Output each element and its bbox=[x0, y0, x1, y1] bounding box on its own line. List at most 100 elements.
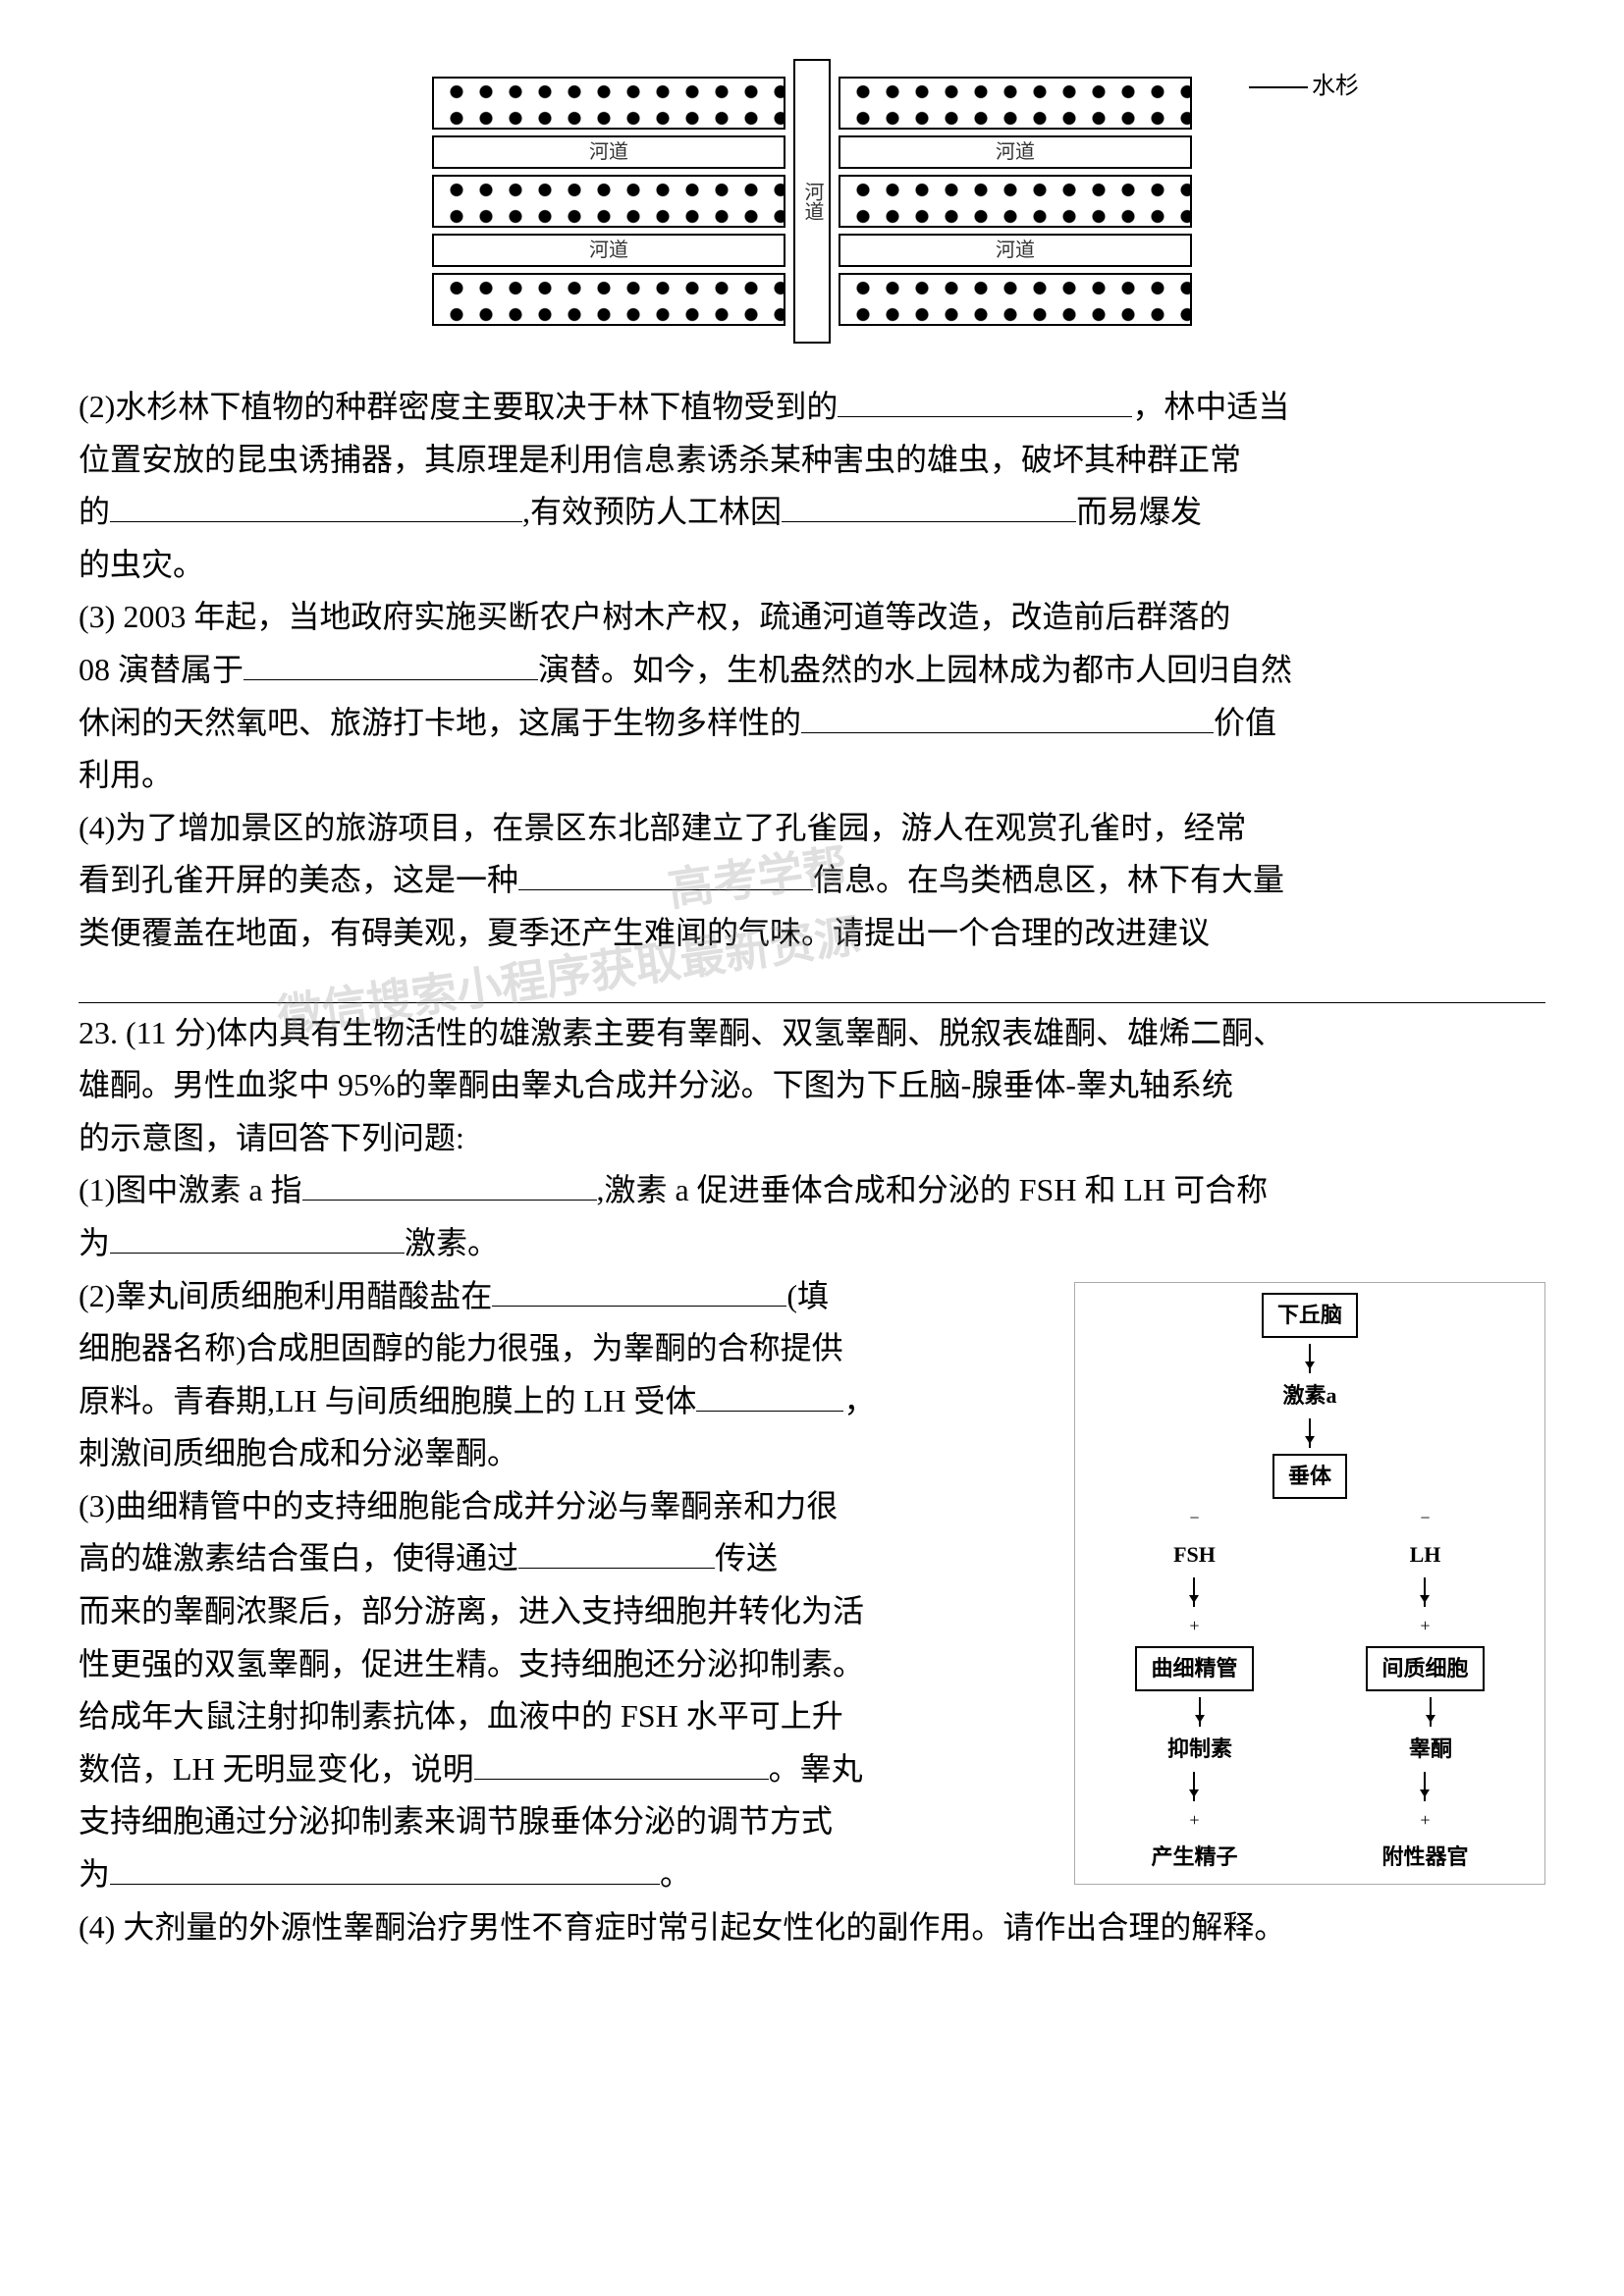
text: 。 bbox=[660, 1856, 691, 1892]
minus-sign: − bbox=[1420, 1505, 1430, 1532]
blank-line[interactable] bbox=[79, 964, 1545, 1003]
arrow-down bbox=[1424, 1577, 1426, 1607]
wrap-section: 下丘脑 激素a 垂体 − FSH + 曲细精管 − LH + bbox=[79, 1272, 1545, 1903]
q3-line3: 休闲的天然氧吧、旅游打卡地，这属于生物多样性的 价值 bbox=[79, 699, 1545, 748]
species-label: 水杉 bbox=[1249, 69, 1359, 105]
plus-sign: + bbox=[1420, 1613, 1430, 1640]
label-fsh: FSH bbox=[1173, 1538, 1216, 1572]
arrow-down bbox=[1199, 1697, 1201, 1727]
text: (2)水杉林下植物的种群密度主要取决于林下植物受到的 bbox=[79, 389, 838, 424]
text: 传送 bbox=[715, 1540, 778, 1575]
blank[interactable] bbox=[838, 388, 1132, 417]
q3-line2: 08 演替属于 演替。如今，生机盎然的水上园林成为都市人回归自然 bbox=[79, 646, 1545, 695]
text: 而易爆发 bbox=[1076, 494, 1202, 529]
text: (2)睾丸间质细胞利用醋酸盐在 bbox=[79, 1278, 492, 1313]
q23-intro2: 雄酮。男性血浆中 95%的睾酮由睾丸合成并分泌。下图为下丘脑-腺垂体-睾丸轴系统 bbox=[79, 1061, 1545, 1110]
q4-line2: 看到孔雀开屏的美态，这是一种 信息。在鸟类栖息区，林下有大量 bbox=[79, 856, 1545, 905]
question-text: (2)水杉林下植物的种群密度主要取决于林下植物受到的 ，林中适当 位置安放的昆虫诱… bbox=[79, 383, 1545, 1951]
hpg-axis-diagram: 下丘脑 激素a 垂体 − FSH + 曲细精管 − LH + bbox=[1074, 1282, 1545, 1885]
plus-sign: + bbox=[1189, 1807, 1199, 1835]
plus-sign: + bbox=[1420, 1807, 1430, 1835]
label-testosterone: 睾酮 bbox=[1409, 1733, 1452, 1766]
dots-row bbox=[432, 273, 785, 326]
q23-p4: (4) 大剂量的外源性睾酮治疗男性不育症时常引起女性化的副作用。请作出合理的解释… bbox=[79, 1903, 1545, 1952]
q2-line1: (2)水杉林下植物的种群密度主要取决于林下植物受到的 ，林中适当 bbox=[79, 383, 1545, 432]
mid-channel: 河道 bbox=[793, 59, 831, 344]
label-inhibin: 抑制素 bbox=[1167, 1733, 1232, 1766]
blank[interactable] bbox=[801, 704, 1214, 733]
q2-line4: 的虫灾。 bbox=[79, 541, 1545, 590]
blank[interactable] bbox=[492, 1277, 786, 1307]
blank[interactable] bbox=[696, 1382, 843, 1412]
q23-p1: (1)图中激素 a 指 ,激素 a 促进垂体合成和分泌的 FSH 和 LH 可合称 bbox=[79, 1166, 1545, 1215]
q3-line4: 利用。 bbox=[79, 751, 1545, 800]
channel-row: 河道 bbox=[839, 135, 1192, 169]
minus-sign: − bbox=[1189, 1505, 1199, 1532]
fd-bottom-row: 抑制素 睾酮 bbox=[1079, 1697, 1541, 1766]
text: 08 演替属于 bbox=[79, 652, 244, 687]
blank[interactable] bbox=[110, 1224, 405, 1254]
blank[interactable] bbox=[782, 493, 1076, 522]
q23-p1b: 为激素。 bbox=[79, 1219, 1545, 1268]
arrow-down bbox=[1309, 1344, 1311, 1373]
arrow-down bbox=[1309, 1418, 1311, 1448]
text: 信息。在鸟类栖息区，林下有大量 bbox=[813, 862, 1284, 897]
q3-line1: (3) 2003 年起，当地政府实施买断农户树木产权，疏通河道等改造，改造前后群… bbox=[79, 593, 1545, 642]
text: 休闲的天然氧吧、旅游打卡地，这属于生物多样性的 bbox=[79, 705, 801, 740]
box-hypothalamus: 下丘脑 bbox=[1262, 1293, 1358, 1338]
right-block: 河道 河道 bbox=[839, 77, 1192, 326]
text: 高的雄激素结合蛋白，使得通过 bbox=[79, 1540, 518, 1575]
fd-mid-row: − FSH + 曲细精管 − LH + 间质细胞 bbox=[1079, 1505, 1541, 1691]
text: 的 bbox=[79, 494, 110, 529]
text: (填 bbox=[786, 1278, 829, 1313]
col-accessory: + 附性器官 bbox=[1381, 1772, 1468, 1874]
text: 激素。 bbox=[405, 1225, 499, 1260]
channel-row: 河道 bbox=[839, 234, 1192, 267]
label-lh: LH bbox=[1410, 1538, 1441, 1572]
dots-row bbox=[839, 273, 1192, 326]
blank[interactable] bbox=[474, 1750, 769, 1780]
dots-row bbox=[432, 175, 785, 228]
label-accessory: 附性器官 bbox=[1381, 1841, 1468, 1874]
channel-row: 河道 bbox=[432, 135, 785, 169]
arrow-down bbox=[1193, 1772, 1195, 1801]
col-lh: − LH + 间质细胞 bbox=[1366, 1505, 1484, 1691]
blank[interactable] bbox=[518, 861, 813, 890]
q2-line2: 位置安放的昆虫诱捕器，其原理是利用信息素诱杀某种害虫的雄虫，破坏其种群正常 bbox=[79, 436, 1545, 485]
col-testosterone: 睾酮 bbox=[1409, 1697, 1452, 1766]
text: 为 bbox=[79, 1856, 110, 1892]
text: 数倍，LH 无明显变化，说明 bbox=[79, 1751, 474, 1787]
blank[interactable] bbox=[302, 1171, 597, 1201]
blank[interactable] bbox=[110, 1855, 660, 1885]
text: (1)图中激素 a 指 bbox=[79, 1172, 302, 1207]
text: 。睾丸 bbox=[769, 1751, 863, 1787]
fd-top: 下丘脑 激素a 垂体 bbox=[1079, 1293, 1541, 1499]
text: 原料。青春期,LH 与间质细胞膜上的 LH 受体 bbox=[79, 1383, 696, 1418]
arrow-down bbox=[1193, 1577, 1195, 1607]
q4-block: 高考学帮 微信搜索小程序获取最新资源 (4)为了增加景区的旅游项目，在景区东北部… bbox=[79, 804, 1545, 1003]
dots-row bbox=[839, 175, 1192, 228]
diagram-inner: 河道 河道 河道 河道 河道 bbox=[432, 59, 1192, 344]
fd-final-row: + 产生精子 + 附性器官 bbox=[1079, 1772, 1541, 1874]
q2-line3: 的,有效预防人工林因而易爆发 bbox=[79, 488, 1545, 537]
box-leydig: 间质细胞 bbox=[1366, 1646, 1484, 1691]
blank[interactable] bbox=[244, 651, 538, 680]
forest-river-diagram: 河道 河道 河道 河道 河道 水杉 bbox=[79, 59, 1545, 344]
text: 演替。如今，生机盎然的水上园林成为都市人回归自然 bbox=[538, 652, 1292, 687]
q4-line3: 类便覆盖在地面，有碍美观，夏季还产生难闻的气味。请提出一个合理的改进建议 bbox=[79, 909, 1545, 958]
blank[interactable] bbox=[518, 1539, 715, 1569]
text: ，林中适当 bbox=[1132, 389, 1289, 424]
box-seminiferous: 曲细精管 bbox=[1135, 1646, 1253, 1691]
q23-intro3: 的示意图，请回答下列问题: bbox=[79, 1114, 1545, 1163]
box-pituitary: 垂体 bbox=[1272, 1454, 1347, 1499]
text: 价值 bbox=[1214, 705, 1276, 740]
col-inhibin: 抑制素 bbox=[1167, 1697, 1232, 1766]
arrow-down bbox=[1424, 1772, 1426, 1801]
text: 看到孔雀开屏的美态，这是一种 bbox=[79, 862, 518, 897]
plus-sign: + bbox=[1189, 1613, 1199, 1640]
blank[interactable] bbox=[110, 493, 522, 522]
text: ,激素 a 促进垂体合成和分泌的 FSH 和 LH 可合称 bbox=[597, 1172, 1269, 1207]
dots-row bbox=[432, 77, 785, 130]
text: ， bbox=[843, 1383, 875, 1418]
left-block: 河道 河道 bbox=[432, 77, 785, 326]
